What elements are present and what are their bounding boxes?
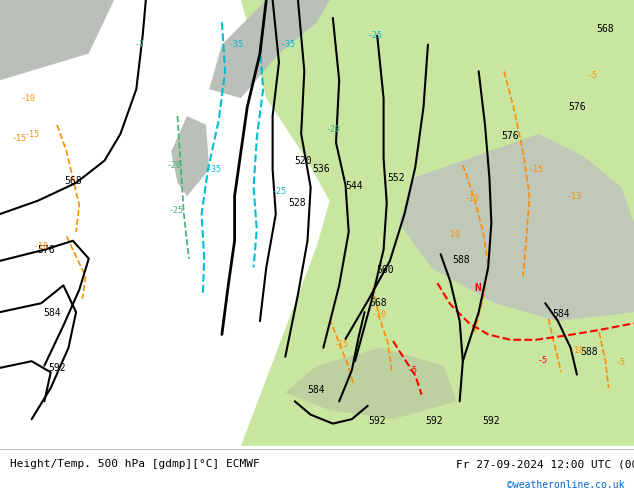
Text: -25: -25 bbox=[368, 31, 383, 40]
Text: -35: -35 bbox=[281, 40, 296, 49]
Text: 588: 588 bbox=[581, 347, 598, 357]
Text: -10: -10 bbox=[372, 310, 387, 319]
Text: -10: -10 bbox=[21, 94, 36, 102]
Text: -10: -10 bbox=[34, 242, 49, 251]
Text: 592: 592 bbox=[48, 363, 66, 373]
Text: 576: 576 bbox=[568, 102, 586, 112]
Text: 568: 568 bbox=[370, 298, 387, 308]
Text: 576: 576 bbox=[501, 131, 519, 141]
Text: Height/Temp. 500 hPa [gdmp][°C] ECMWF: Height/Temp. 500 hPa [gdmp][°C] ECMWF bbox=[10, 460, 259, 469]
Text: -7: -7 bbox=[134, 40, 145, 49]
Text: 592: 592 bbox=[482, 416, 500, 426]
Text: -5: -5 bbox=[615, 358, 625, 367]
Polygon shape bbox=[171, 116, 209, 196]
Polygon shape bbox=[209, 0, 330, 98]
Text: 528: 528 bbox=[288, 198, 306, 208]
Text: -5: -5 bbox=[537, 356, 547, 365]
Text: -20: -20 bbox=[325, 125, 340, 134]
Text: 10: 10 bbox=[450, 230, 460, 239]
Text: 592: 592 bbox=[368, 416, 386, 426]
Text: -5: -5 bbox=[407, 366, 417, 374]
Text: -5: -5 bbox=[588, 72, 598, 80]
Text: Fr 27-09-2024 12:00 UTC (00+108): Fr 27-09-2024 12:00 UTC (00+108) bbox=[456, 460, 634, 469]
Text: -20: -20 bbox=[167, 161, 182, 171]
Text: 584: 584 bbox=[307, 385, 325, 395]
Text: -35: -35 bbox=[228, 40, 243, 49]
Text: -10: -10 bbox=[569, 345, 585, 355]
Text: -15: -15 bbox=[11, 134, 27, 143]
Text: 576: 576 bbox=[37, 245, 55, 255]
Text: 588: 588 bbox=[452, 254, 470, 265]
Text: -10: -10 bbox=[465, 194, 480, 203]
Text: 544: 544 bbox=[345, 181, 363, 192]
Text: -25: -25 bbox=[169, 206, 184, 216]
Text: 568: 568 bbox=[64, 175, 82, 186]
Text: 552: 552 bbox=[387, 173, 405, 183]
Text: 568: 568 bbox=[597, 24, 614, 34]
Polygon shape bbox=[285, 348, 456, 419]
Text: -15: -15 bbox=[24, 130, 39, 139]
Text: 560: 560 bbox=[376, 265, 394, 275]
Polygon shape bbox=[241, 0, 634, 446]
Text: -25: -25 bbox=[271, 187, 287, 196]
Text: 584: 584 bbox=[552, 309, 570, 319]
Text: -35: -35 bbox=[207, 165, 222, 174]
Text: 592: 592 bbox=[425, 416, 443, 426]
Text: -15: -15 bbox=[528, 165, 543, 174]
Polygon shape bbox=[399, 134, 634, 321]
Text: 520: 520 bbox=[294, 156, 312, 167]
Text: 536: 536 bbox=[313, 165, 330, 174]
Text: -13: -13 bbox=[566, 192, 581, 201]
Text: -15: -15 bbox=[333, 340, 349, 349]
Text: ©weatheronline.co.uk: ©weatheronline.co.uk bbox=[507, 480, 624, 490]
Polygon shape bbox=[0, 0, 114, 80]
Text: N: N bbox=[474, 283, 481, 293]
Text: 584: 584 bbox=[44, 308, 61, 318]
